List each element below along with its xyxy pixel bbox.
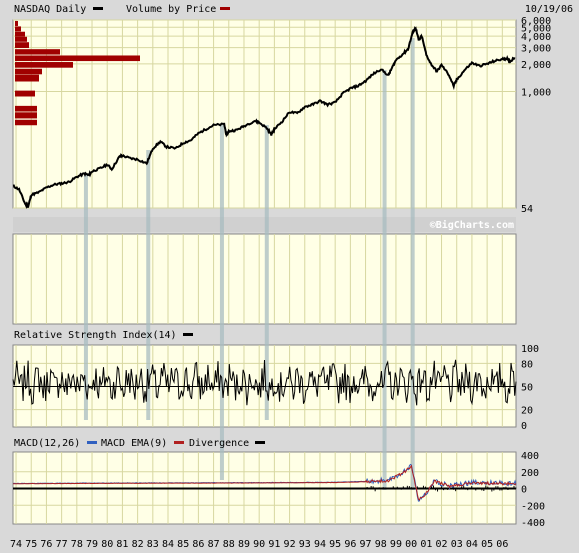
price-tick-label: 54 — [521, 204, 533, 215]
rsi-tick-label: 100 — [521, 344, 539, 355]
volume-bar — [15, 26, 21, 32]
volume-bar — [15, 42, 29, 48]
ema-legend-swatch — [174, 441, 184, 444]
rsi-tick-label: 50 — [521, 383, 533, 394]
x-tick-label: 84 — [162, 539, 174, 550]
macd-series — [12, 463, 517, 502]
price-tick-label: 5,000 — [521, 23, 551, 34]
price-tick-label: 4,000 — [521, 32, 551, 43]
x-tick-label: 76 — [40, 539, 52, 550]
rsi-tick-label: 80 — [521, 359, 533, 370]
volume-bar — [15, 105, 37, 112]
x-tick-label: 04 — [466, 539, 478, 550]
x-tick-label: 92 — [284, 539, 296, 550]
highlight-lines — [83, 38, 415, 490]
volume-bar — [15, 112, 37, 119]
price-line — [12, 26, 516, 210]
price-tick-label: 6,000 — [521, 16, 551, 27]
price-series — [12, 26, 516, 210]
volume-legend-label: Volume by Price — [126, 4, 216, 15]
rsi-series — [12, 359, 517, 406]
rsi-line — [12, 359, 517, 406]
x-tick-label: 85 — [177, 539, 189, 550]
x-tick-label: 01 — [420, 539, 432, 550]
x-tick-label: 95 — [329, 539, 341, 550]
highlight-line — [146, 150, 151, 420]
volume-bar — [15, 36, 27, 42]
volume-bar — [15, 90, 35, 97]
x-tick-label: 94 — [314, 539, 326, 550]
volume-by-price-bars — [15, 20, 140, 126]
x-tick-label: 75 — [25, 539, 37, 550]
volume-bar — [15, 49, 60, 55]
macd-ema-label: MACD EMA(9) — [101, 438, 167, 449]
x-tick-label: 82 — [132, 539, 144, 550]
macd-tick-label: -200 — [521, 501, 545, 512]
macd-legend-swatch — [87, 441, 97, 444]
divergence-label: Divergence — [189, 438, 249, 449]
x-tick-label: 06 — [496, 539, 508, 550]
x-tick-label: 87 — [208, 539, 220, 550]
highlight-line — [219, 125, 224, 480]
price-panel-background — [12, 19, 517, 209]
volume-bar — [15, 119, 37, 126]
macd-tick-label: -400 — [521, 518, 545, 529]
rsi-tick-label: 20 — [521, 406, 533, 417]
x-tick-label: 90 — [253, 539, 265, 550]
x-tick-label: 83 — [147, 539, 159, 550]
price-tick-label: 1,000 — [521, 88, 551, 99]
price-legend-swatch — [93, 7, 103, 10]
watermark: ©BigCharts.com — [430, 219, 514, 231]
volume-bar — [15, 74, 39, 82]
x-tick-label: 88 — [223, 539, 235, 550]
macd-ema-line — [12, 464, 517, 501]
x-tick-label: 78 — [71, 539, 83, 550]
chart-title: NASDAQ Daily — [14, 4, 86, 15]
x-tick-label: 96 — [344, 539, 356, 550]
highlight-line — [410, 38, 415, 490]
x-tick-label: 91 — [268, 539, 280, 550]
x-tick-label: 86 — [192, 539, 204, 550]
volume-bar — [15, 31, 25, 37]
x-tick-label: 02 — [436, 539, 448, 550]
rsi-tick-label: 0 — [521, 421, 527, 432]
x-tick-label: 03 — [451, 539, 463, 550]
divergence-legend-swatch — [255, 441, 265, 444]
price-tick-label: 2,000 — [521, 60, 551, 71]
highlight-line — [264, 125, 269, 420]
price-tick-label: 3,000 — [521, 44, 551, 55]
macd-tick-label: 400 — [521, 451, 539, 462]
x-tick-label: 79 — [86, 539, 98, 550]
rsi-title: Relative Strength Index(14) — [14, 330, 177, 341]
x-tick-label: 89 — [238, 539, 250, 550]
highlight-line — [83, 175, 88, 420]
volume-bar — [15, 62, 73, 68]
blank-panel-background — [12, 233, 517, 325]
x-tick-label: 97 — [360, 539, 372, 550]
x-tick-label: 74 — [10, 539, 22, 550]
volume-bar — [15, 20, 18, 26]
macd-tick-label: 200 — [521, 468, 539, 479]
x-tick-label: 93 — [299, 539, 311, 550]
highlight-line — [382, 70, 387, 490]
x-tick-label: 77 — [56, 539, 68, 550]
chart-date: 10/19/06 — [525, 4, 573, 15]
macd-tick-label: 0 — [521, 485, 527, 496]
x-tick-label: 98 — [375, 539, 387, 550]
x-tick-label: 05 — [481, 539, 493, 550]
volume-bar — [15, 68, 42, 75]
volume-bar — [15, 55, 140, 62]
rsi-legend-swatch — [183, 333, 193, 336]
macd-title: MACD(12,26) — [14, 438, 80, 449]
x-tick-label: 00 — [405, 539, 417, 550]
x-tick-label: 99 — [390, 539, 402, 550]
x-tick-label: 81 — [116, 539, 128, 550]
volume-legend-swatch — [220, 7, 230, 10]
watermark-bar — [13, 217, 516, 232]
x-tick-label: 80 — [101, 539, 113, 550]
